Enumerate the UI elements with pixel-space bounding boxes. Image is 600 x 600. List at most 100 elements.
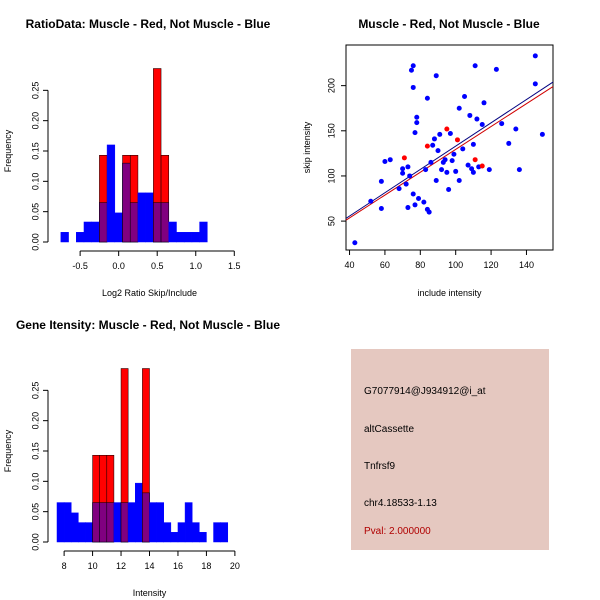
point-not-muscle: [442, 157, 448, 163]
bar-not-muscle: [176, 232, 185, 243]
point-not-muscle: [407, 173, 413, 179]
x-tick-label: -0.5: [72, 261, 88, 271]
info-panel: G7077914@J934912@i_at altCassette Tnfrsf…: [351, 349, 549, 550]
bar-not-muscle: [184, 502, 193, 543]
bar-not-muscle: [78, 522, 86, 543]
x-tick-label: 10: [88, 561, 98, 571]
point-not-muscle: [412, 130, 418, 136]
intensity-title: Gene Itensity: Muscle - Red, Not Muscle …: [16, 318, 280, 332]
bar-not-muscle: [56, 502, 65, 543]
point-not-muscle: [456, 177, 462, 183]
y-tick-label: 0.05: [30, 203, 40, 221]
scatter-title: Muscle - Red, Not Muscle - Blue: [358, 17, 540, 31]
bar-overlap: [153, 202, 162, 243]
point-not-muscle: [462, 93, 468, 99]
ratio-histogram: -0.5 0.0 0.5 1.0 1.5 0.00 0.05 0.10 0.15 0.20 0.25…: [3, 17, 271, 298]
y-axis-label: Frequency: [3, 429, 13, 472]
point-not-muscle: [405, 205, 411, 211]
point-not-muscle: [474, 116, 480, 122]
bar-overlap: [122, 162, 131, 243]
point-not-muscle: [410, 84, 416, 90]
point-not-muscle: [499, 121, 505, 127]
bar-not-muscle: [170, 532, 179, 543]
x-tick-label: 20: [230, 561, 240, 571]
y-tick-label: 0.10: [30, 473, 40, 491]
bar-not-muscle: [156, 502, 164, 543]
point-not-muscle: [421, 199, 427, 205]
bar-not-muscle: [85, 522, 93, 543]
point-not-muscle: [428, 159, 434, 165]
bar-not-muscle: [199, 532, 207, 543]
bar-not-muscle: [191, 232, 200, 243]
gene-name-text: Tnfrsf9: [364, 461, 396, 472]
point-muscle: [401, 155, 407, 161]
bar-not-muscle: [191, 522, 200, 543]
point-not-muscle: [449, 158, 455, 164]
point-not-muscle: [453, 168, 459, 174]
y-tick-label: 0.15: [30, 442, 40, 460]
x-tick-label: 80: [415, 260, 425, 270]
x-tick-label: 120: [484, 260, 499, 270]
point-not-muscle: [387, 157, 393, 163]
x-tick-label: 140: [519, 260, 534, 270]
bar-overlap: [160, 202, 170, 243]
point-muscle: [479, 163, 485, 169]
bar-not-muscle: [199, 221, 208, 243]
point-not-muscle: [439, 167, 445, 173]
bar-not-muscle: [76, 232, 85, 243]
point-not-muscle: [493, 66, 499, 72]
point-not-muscle: [431, 136, 437, 142]
y-tick-label: 0.25: [30, 82, 40, 100]
y-tick-label: 50: [326, 216, 336, 226]
bar-not-muscle: [137, 192, 146, 243]
point-not-muscle: [396, 186, 402, 192]
point-not-muscle: [382, 158, 388, 164]
y-axis-label: Frequency: [3, 129, 13, 172]
bar-overlap: [92, 502, 100, 543]
point-not-muscle: [472, 63, 478, 69]
y-tick-label: 0.00: [30, 533, 40, 551]
bar-not-muscle: [183, 232, 193, 243]
point-not-muscle: [400, 170, 406, 176]
plot-frame: [345, 44, 554, 251]
bar-not-muscle: [114, 212, 123, 243]
bar-not-muscle: [135, 482, 143, 543]
point-not-muscle: [470, 169, 476, 175]
x-tick-label: 0.5: [151, 261, 164, 271]
fit-line-muscle: [345, 86, 554, 221]
ratio-title: RatioData: Muscle - Red, Not Muscle - Bl…: [26, 17, 271, 31]
bar-not-muscle: [220, 522, 229, 543]
y-tick-label: 0.00: [30, 233, 40, 251]
x-tick-label: 16: [173, 561, 183, 571]
event-type-text: altCassette: [364, 424, 415, 435]
point-not-muscle: [506, 140, 512, 146]
x-tick-label: 18: [201, 561, 211, 571]
y-tick-label: 200: [326, 78, 336, 93]
point-not-muscle: [430, 142, 436, 148]
x-tick-label: 1.0: [189, 261, 202, 271]
bar-not-muscle: [91, 221, 100, 243]
point-not-muscle: [414, 114, 420, 120]
point-muscle: [444, 126, 450, 132]
location-text: chr4.18533-1.13: [364, 498, 437, 509]
bar-not-muscle: [145, 192, 154, 243]
point-not-muscle: [516, 167, 522, 173]
x-tick-label: 12: [116, 561, 126, 571]
point-not-muscle: [433, 177, 439, 183]
bar-not-muscle: [60, 232, 69, 243]
bar-overlap: [106, 502, 115, 543]
y-tick-label: 150: [326, 123, 336, 138]
bar-overlap: [99, 502, 108, 543]
x-tick-label: 40: [345, 260, 355, 270]
x-axis-label: Intensity: [133, 588, 167, 598]
point-not-muscle: [444, 169, 450, 175]
x-tick-label: 8: [62, 561, 67, 571]
point-not-muscle: [423, 167, 429, 173]
y-tick-label: 0.05: [30, 503, 40, 521]
point-not-muscle: [408, 67, 414, 73]
y-tick-label: 0.20: [30, 112, 40, 130]
bar-overlap: [99, 202, 108, 243]
bar-not-muscle: [83, 221, 92, 243]
bar-not-muscle: [163, 522, 172, 543]
